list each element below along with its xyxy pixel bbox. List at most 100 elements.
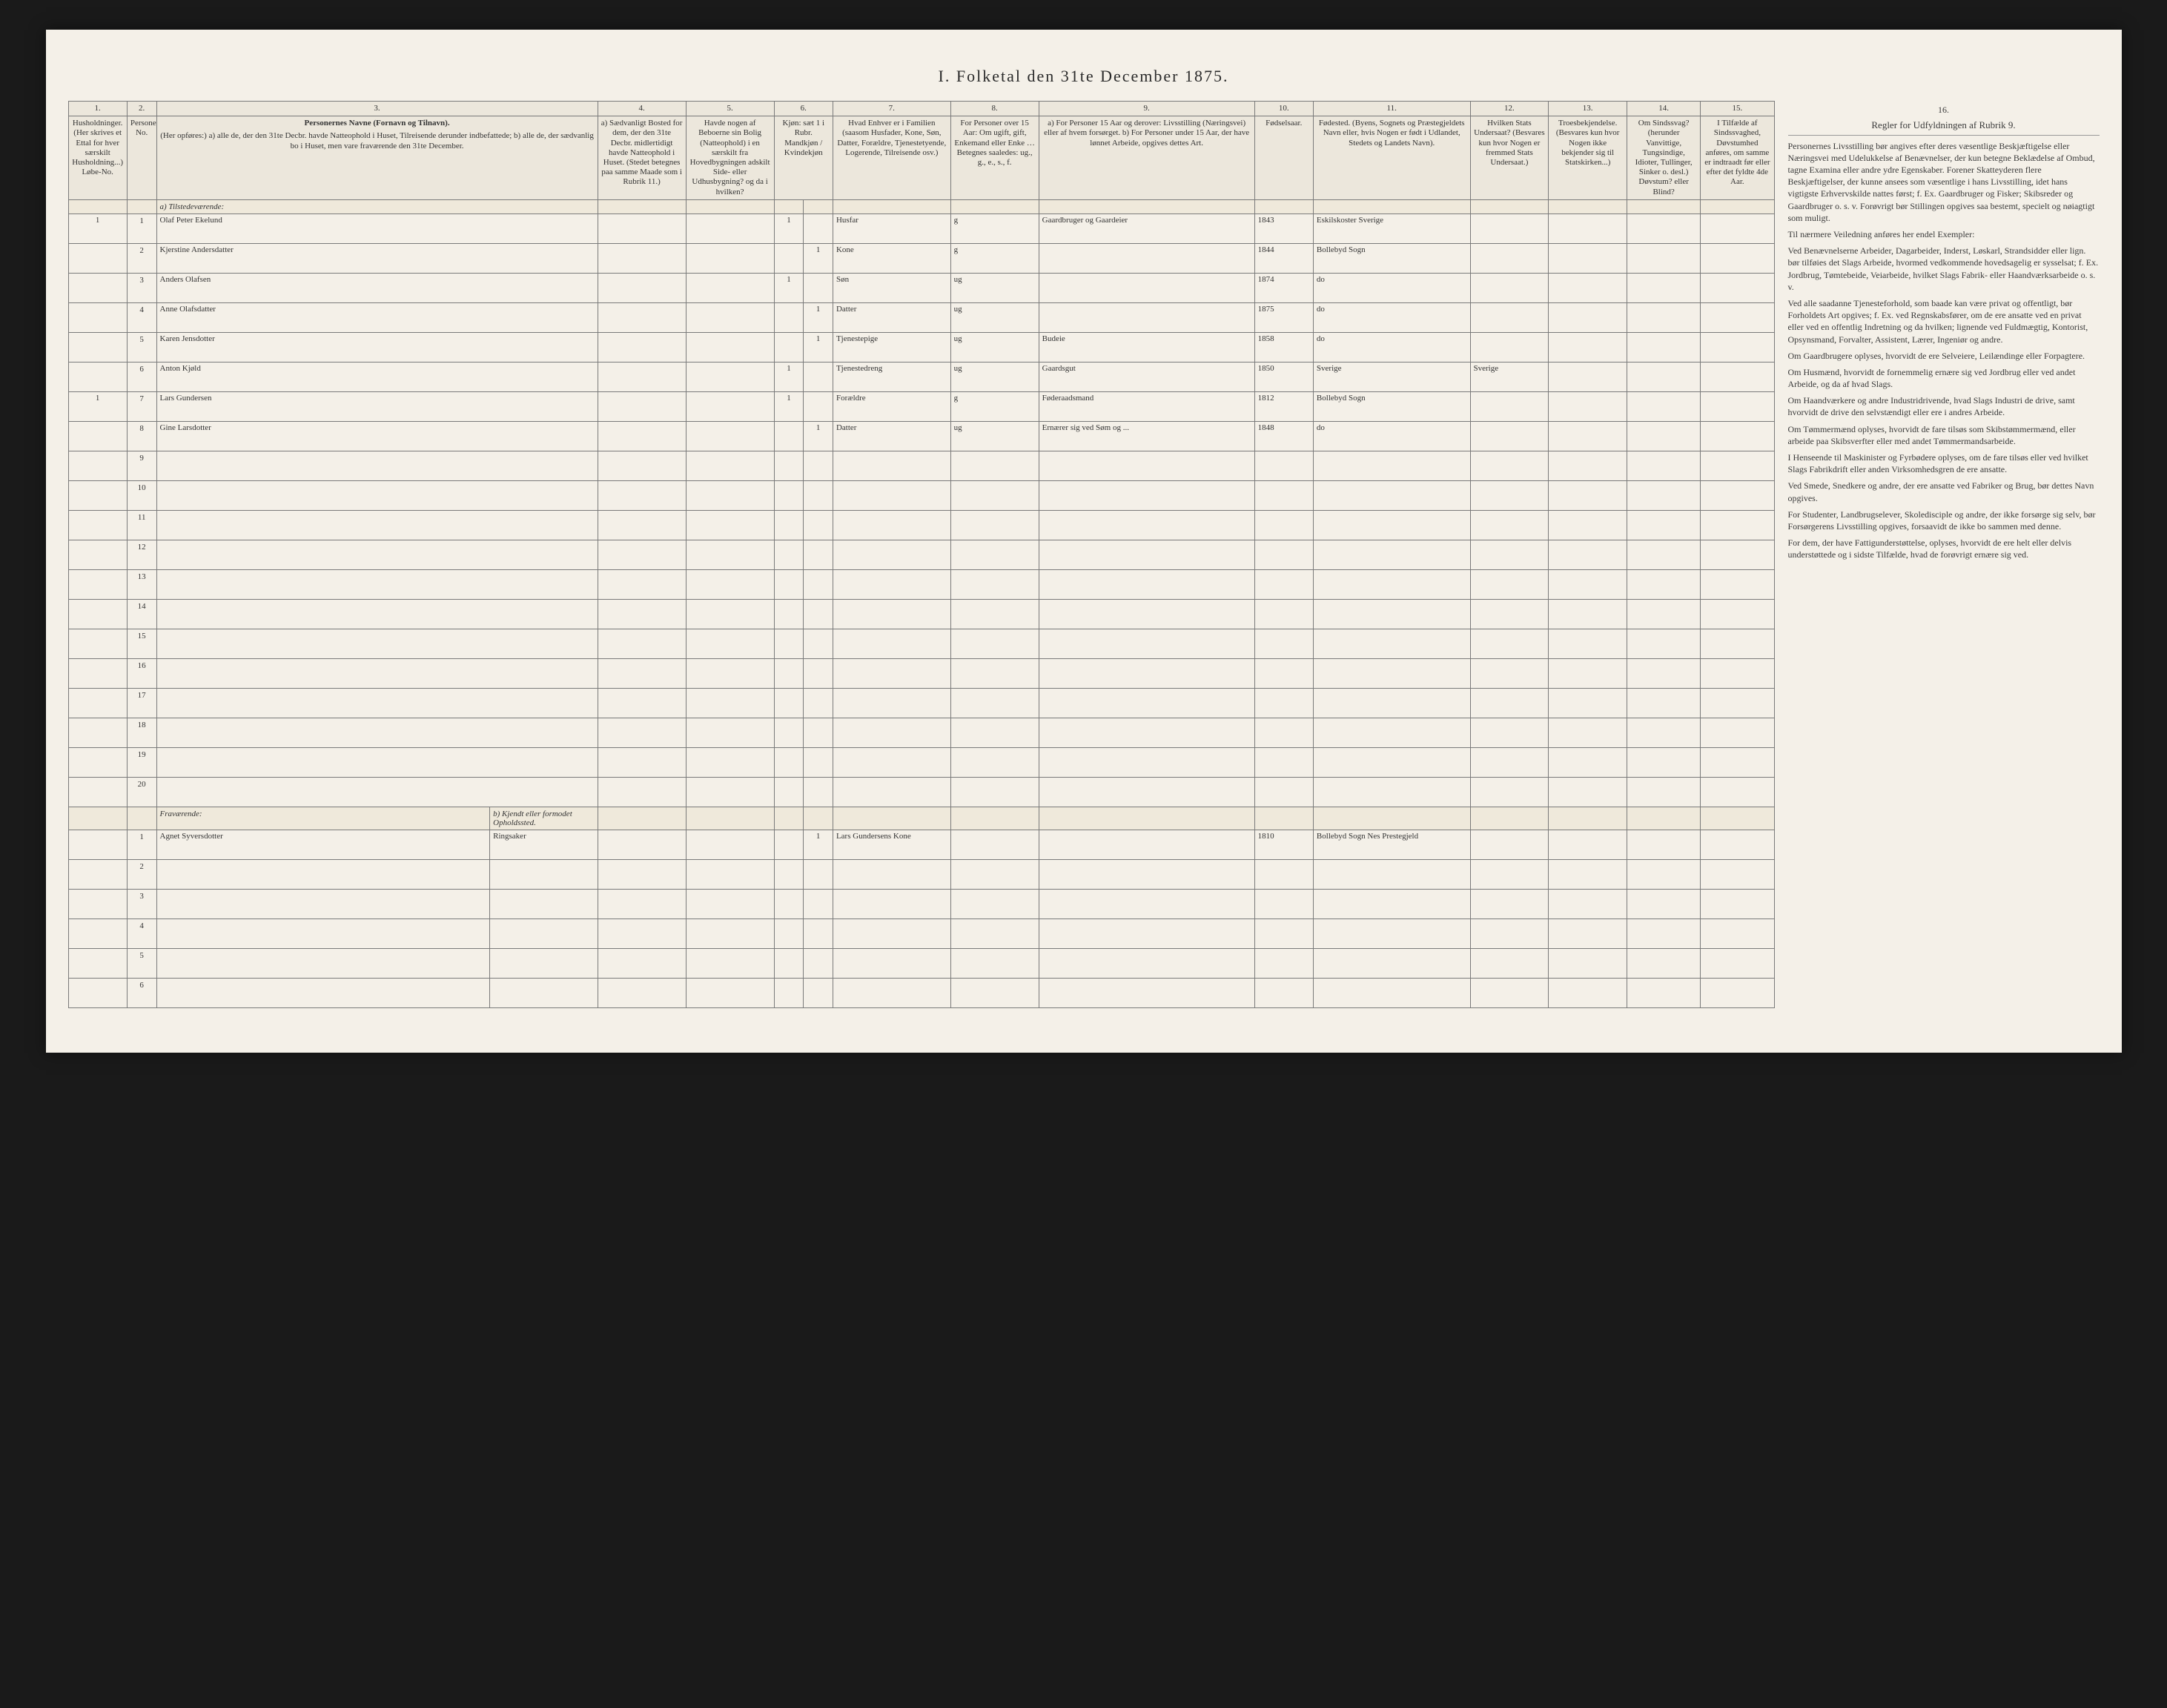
household-no (68, 658, 127, 688)
c4-cell (598, 362, 686, 391)
c12-cell (1470, 302, 1549, 332)
c4-cell (598, 243, 686, 273)
name-cell: Anne Olafsdatter (156, 302, 598, 332)
c5-cell (686, 362, 774, 391)
civil-cell: g (950, 391, 1039, 421)
table-row: 9 (68, 451, 1774, 480)
person-no: 18 (127, 718, 156, 747)
person-no: 3 (127, 889, 156, 918)
colnum-4: 4. (598, 102, 686, 116)
household-no (68, 948, 127, 978)
person-no: 11 (127, 510, 156, 540)
table-row: 1 7 Lars Gundersen 1 Forældre g Føderaad… (68, 391, 1774, 421)
table-row: 8 Gine Larsdotter 1 Datter ug Ernærer si… (68, 421, 1774, 451)
name-cell: Anders Olafsen (156, 273, 598, 302)
table-row: 19 (68, 747, 1774, 777)
c14-cell (1627, 302, 1701, 332)
c15-cell (1701, 243, 1774, 273)
household-no (68, 302, 127, 332)
instructions-para: Om Tømmermænd oplyses, hvorvidt de fare … (1788, 423, 2100, 447)
c5-cell (686, 302, 774, 332)
c12-cell (1470, 421, 1549, 451)
name-cell (156, 510, 598, 540)
person-no: 6 (127, 978, 156, 1007)
c5-cell (686, 391, 774, 421)
table-row: 4 (68, 918, 1774, 948)
instructions-para: Til nærmere Veiledning anføres her endel… (1788, 228, 2100, 240)
name-cell: Karen Jensdotter (156, 332, 598, 362)
colnum-3: 3. (156, 102, 598, 116)
c5-cell (686, 332, 774, 362)
person-no: 8 (127, 421, 156, 451)
birthplace-cell: do (1313, 273, 1470, 302)
civil-cell: ug (950, 302, 1039, 332)
section-absent-label-b: b) Kjendt eller formodet Opholdssted. (490, 807, 598, 830)
birthyear-cell: 1810 (1254, 830, 1313, 859)
c15-cell (1701, 214, 1774, 243)
female-cell (804, 214, 833, 243)
person-no: 19 (127, 747, 156, 777)
c13-cell (1549, 273, 1627, 302)
table-row: 13 (68, 569, 1774, 599)
civil-cell: ug (950, 273, 1039, 302)
table-row: 6 Anton Kjøld 1 Tjenestedreng ug Gaardsg… (68, 362, 1774, 391)
place-cell: Ringsaker (490, 830, 598, 859)
colnum-14: 14. (1627, 102, 1701, 116)
c5-cell (686, 243, 774, 273)
female-cell (804, 273, 833, 302)
table-row: 20 (68, 777, 1774, 807)
household-no (68, 978, 127, 1007)
name-cell: Anton Kjøld (156, 362, 598, 391)
hdr-8: For Personer over 15 Aar: Om ugift, gift… (950, 116, 1039, 200)
household-no (68, 599, 127, 629)
instructions-para: Personernes Livsstilling bør angives eft… (1788, 140, 2100, 224)
hdr-4: a) Sædvanligt Bosted for dem, der den 31… (598, 116, 686, 200)
person-no: 20 (127, 777, 156, 807)
c14-cell (1627, 273, 1701, 302)
c15-cell (1701, 391, 1774, 421)
birthyear-cell: 1874 (1254, 273, 1313, 302)
instructions-para: For Studenter, Landbrugselever, Skoledis… (1788, 509, 2100, 532)
table-row: 10 (68, 480, 1774, 510)
person-no: 5 (127, 948, 156, 978)
name-cell (156, 658, 598, 688)
household-no (68, 540, 127, 569)
table-row: 1 1 Olaf Peter Ekelund 1 Husfar g Gaardb… (68, 214, 1774, 243)
household-no (68, 510, 127, 540)
instructions-para: Ved Benævnelserne Arbeider, Dagarbeider,… (1788, 245, 2100, 293)
household-no (68, 830, 127, 859)
instructions-para: I Henseende til Maskinister og Fyrbødere… (1788, 451, 2100, 475)
page-layout: 1. 2. 3. 4. 5. 6. 7. 8. 9. 10. 11. 12. 1… (68, 101, 2100, 1008)
name-cell (156, 480, 598, 510)
person-no: 12 (127, 540, 156, 569)
person-no: 13 (127, 569, 156, 599)
name-cell (156, 569, 598, 599)
birthplace-cell: do (1313, 332, 1470, 362)
name-cell (156, 889, 490, 918)
hdr-1: Husholdninger. (Her skrives et Ettal for… (68, 116, 127, 200)
person-no: 15 (127, 629, 156, 658)
person-no: 3 (127, 273, 156, 302)
name-cell (156, 629, 598, 658)
colnum-11: 11. (1313, 102, 1470, 116)
c14-cell (1627, 830, 1701, 859)
person-no: 1 (127, 830, 156, 859)
table-row: 2 (68, 859, 1774, 889)
colnum-16: 16. (1788, 104, 2100, 116)
person-no: 14 (127, 599, 156, 629)
c4-cell (598, 421, 686, 451)
male-cell: 1 (774, 214, 804, 243)
male-cell: 1 (774, 362, 804, 391)
name-cell (156, 918, 490, 948)
c12-cell (1470, 391, 1549, 421)
table-row: 17 (68, 688, 1774, 718)
present-body: 1 1 Olaf Peter Ekelund 1 Husfar g Gaardb… (68, 214, 1774, 451)
civil-cell: g (950, 214, 1039, 243)
hdr-6: Kjøn: sæt 1 i Rubr. Mandkjøn / Kvindekjø… (774, 116, 833, 200)
person-no: 10 (127, 480, 156, 510)
person-no: 2 (127, 859, 156, 889)
relation-cell: Lars Gundersens Kone (833, 830, 950, 859)
name-cell: Kjerstine Andersdatter (156, 243, 598, 273)
table-row: 5 (68, 948, 1774, 978)
c5-cell (686, 273, 774, 302)
